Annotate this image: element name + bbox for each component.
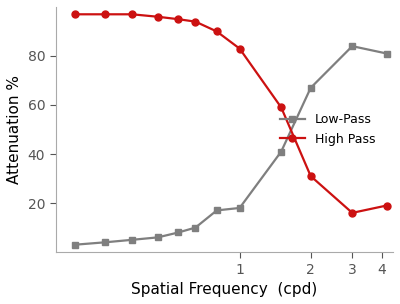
Low-Pass [384, 52, 389, 55]
Low-Pass [237, 206, 242, 210]
High Pass [350, 211, 355, 215]
High Pass [214, 29, 219, 33]
High Pass [384, 204, 389, 207]
Low-Pass [308, 86, 313, 90]
Low-Pass [214, 209, 219, 212]
Low-Pass [350, 44, 355, 48]
High Pass [237, 47, 242, 50]
High Pass [130, 12, 134, 16]
High Pass [308, 174, 313, 178]
Line: High Pass: High Pass [71, 11, 390, 216]
X-axis label: Spatial Frequency  (cpd): Spatial Frequency (cpd) [131, 282, 318, 297]
Low-Pass [176, 231, 181, 234]
High Pass [103, 12, 108, 16]
Low-Pass [103, 240, 108, 244]
Low-Pass [155, 236, 160, 239]
High Pass [193, 20, 198, 23]
Y-axis label: Attenuation %: Attenuation % [7, 75, 22, 184]
Low-Pass [130, 238, 134, 242]
Low-Pass [72, 243, 77, 247]
Low-Pass [193, 226, 198, 230]
Low-Pass [279, 150, 284, 154]
High Pass [72, 12, 77, 16]
Line: Low-Pass: Low-Pass [71, 43, 390, 248]
High Pass [279, 105, 284, 109]
High Pass [155, 15, 160, 19]
Legend: Low-Pass, High Pass: Low-Pass, High Pass [274, 109, 380, 151]
High Pass [176, 17, 181, 21]
